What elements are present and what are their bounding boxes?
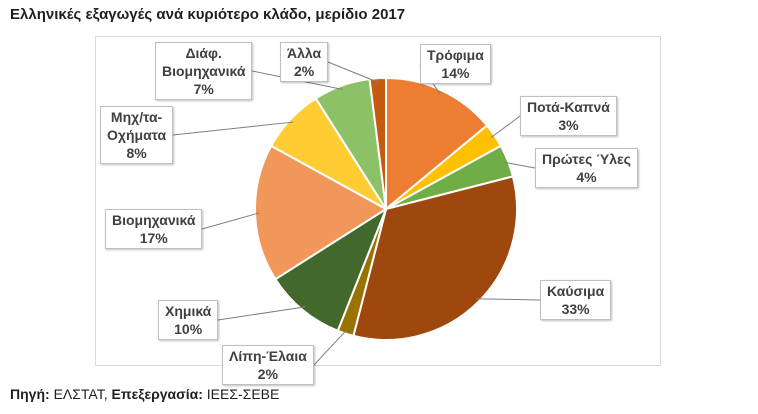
data-label-line: 33% bbox=[561, 301, 590, 317]
leader-line bbox=[475, 298, 541, 301]
chart-title: Ελληνικές εξαγωγές ανά κυριότερο κλάδο, … bbox=[10, 6, 406, 23]
source-note: Πηγή: ΕΛΣΤΑΤ, Επεξεργασία: ΙΕΕΣ-ΣΕΒΕ bbox=[10, 386, 279, 402]
pie-slice bbox=[385, 76, 489, 212]
leader-line bbox=[217, 306, 306, 321]
chart-frame bbox=[95, 36, 661, 366]
leader-line bbox=[172, 121, 294, 136]
source-label: Πηγή: bbox=[10, 386, 50, 402]
data-label: Μηχ/τα- Οχήματα 8% bbox=[100, 106, 174, 164]
data-label-line: Βιομηχανικά bbox=[162, 63, 246, 79]
processing-value: ΙΕΕΣ-ΣΕΒΕ bbox=[206, 386, 280, 402]
source-value: ΕΛΣΤΑΤ, bbox=[53, 386, 108, 402]
data-label-line: 3% bbox=[558, 117, 579, 133]
data-label-line: Τρόφιμα bbox=[427, 47, 484, 63]
leader-line bbox=[201, 212, 260, 230]
leader-line bbox=[503, 161, 536, 169]
leader-line bbox=[490, 115, 521, 139]
data-label: Χημικά 10% bbox=[158, 300, 219, 340]
data-label: Πρώτες Ύλες 4% bbox=[535, 148, 638, 188]
data-label-line: Ποτά-Καπνά bbox=[527, 99, 610, 115]
data-label: Άλλα 2% bbox=[280, 42, 329, 82]
pie-slice bbox=[274, 206, 389, 333]
data-label-line: 14% bbox=[441, 65, 470, 81]
data-label-line: Οχήματα bbox=[107, 127, 167, 143]
processing-label: Επεξεργασία: bbox=[111, 386, 203, 402]
data-label-line: 10% bbox=[174, 321, 203, 337]
data-label: Καύσιμα 33% bbox=[540, 280, 612, 320]
data-label-line: Χημικά bbox=[165, 303, 212, 319]
data-label-line: Καύσιμα bbox=[547, 283, 605, 299]
data-label-line: Πρώτες Ύλες bbox=[542, 151, 631, 167]
data-label-line: Μηχ/τα- bbox=[110, 109, 163, 125]
data-label-line: 4% bbox=[576, 169, 597, 185]
leader-line bbox=[313, 329, 348, 366]
data-label-line: 17% bbox=[139, 230, 168, 246]
data-label: Τρόφιμα 14% bbox=[420, 44, 491, 84]
data-label-line: Διάφ. bbox=[185, 45, 222, 61]
data-label-line: Λίπη-Έλαια bbox=[229, 348, 307, 364]
data-label-line: 2% bbox=[293, 63, 315, 79]
data-label-line: 2% bbox=[257, 366, 279, 382]
data-label-line: Βιομηχανικά bbox=[112, 212, 196, 228]
data-label: Ποτά-Καπνά 3% bbox=[520, 96, 617, 136]
data-label: Διάφ. Βιομηχανικά 7% bbox=[155, 42, 253, 100]
leader-line bbox=[327, 61, 379, 83]
data-label: Βιομηχανικά 17% bbox=[105, 209, 203, 249]
pie-slice bbox=[254, 144, 388, 281]
data-label-line: 8% bbox=[126, 145, 147, 161]
data-label-line: 7% bbox=[193, 81, 214, 97]
data-label: Λίπη-Έλαια 2% bbox=[222, 345, 314, 385]
data-label-line: Άλλα bbox=[287, 45, 322, 61]
